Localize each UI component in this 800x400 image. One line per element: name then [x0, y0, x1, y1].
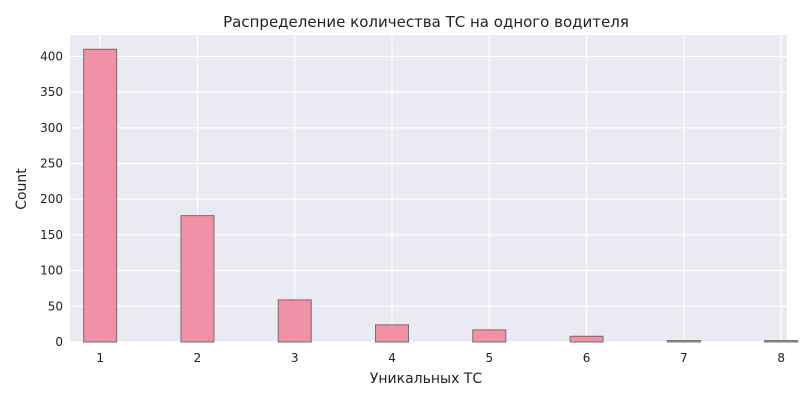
y-tick-label: 400	[40, 49, 63, 63]
x-tick-label: 7	[680, 351, 688, 365]
x-gridlines	[99, 35, 782, 342]
x-tick-label: 4	[388, 351, 396, 365]
bars	[83, 48, 799, 343]
y-tick-label: 100	[40, 264, 63, 278]
bar-7	[666, 340, 701, 343]
plot-area	[70, 35, 787, 342]
bar-6	[569, 335, 604, 343]
bar-3	[277, 299, 312, 343]
y-tick-label: 50	[48, 299, 63, 313]
bar-4	[375, 324, 410, 343]
bar-1	[83, 48, 118, 343]
y-tick-label: 200	[40, 192, 63, 206]
y-tick-label: 0	[55, 335, 63, 349]
y-axis-label: Count	[14, 168, 30, 210]
y-tick-label: 300	[40, 121, 63, 135]
x-tick-label: 2	[194, 351, 202, 365]
x-tick-labels: 1 2 3 4 5 6 7 8	[96, 351, 785, 365]
y-tick-label: 350	[40, 85, 63, 99]
x-axis-label: Уникальных ТС	[370, 371, 483, 387]
x-tick-label: 3	[291, 351, 299, 365]
bar-5	[472, 329, 507, 343]
chart-title: Распределение количества ТС на одного во…	[223, 13, 629, 31]
x-tick-label: 6	[583, 351, 591, 365]
x-tick-label: 8	[777, 351, 785, 365]
x-tick-label: 5	[485, 351, 493, 365]
y-tick-label: 250	[40, 157, 63, 171]
bar-8	[764, 340, 799, 343]
y-tick-labels: 0 50 100 150 200 250 300 350 400	[40, 49, 63, 349]
x-tick-label: 1	[96, 351, 104, 365]
y-tick-label: 150	[40, 228, 63, 242]
bar-2	[180, 215, 215, 343]
